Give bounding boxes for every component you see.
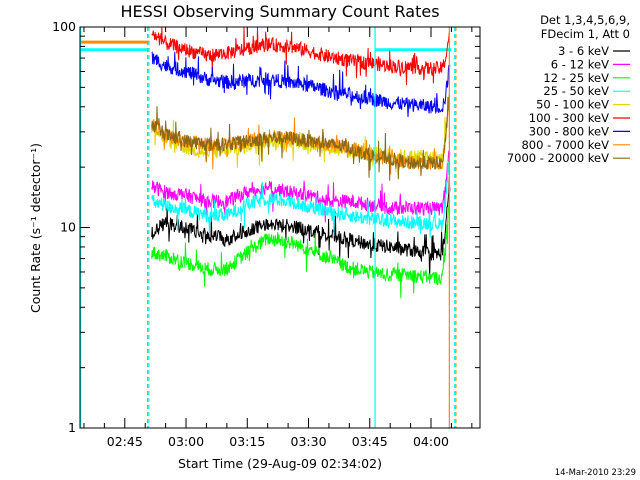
legend-label-800-7000-kev: 800 - 7000 keV <box>521 138 609 152</box>
legend-label-7000-20000-kev: 7000 - 20000 keV <box>507 151 609 165</box>
x-tick-label: 04:00 <box>413 434 449 449</box>
series-line-300-800-kev <box>151 51 451 118</box>
x-axis-label: Start Time (29-Aug-09 02:34:02) <box>178 456 382 471</box>
legend-label-300-800-kev: 300 - 800 keV <box>529 124 609 138</box>
y-axis-label: Count Rate (s⁻¹ detector⁻¹) <box>28 143 43 313</box>
x-tick-label: 03:45 <box>352 434 388 449</box>
series-line-3-6-kev <box>151 176 451 280</box>
y-tick-label: 10 <box>60 220 76 235</box>
series-line-25-50-kev <box>151 152 451 238</box>
footer-date: 14-Mar-2010 23:29 <box>555 468 636 478</box>
x-tick-label: 03:15 <box>229 434 265 449</box>
series-line-6-12-kev <box>151 150 451 223</box>
legend-label-50-100-kev: 50 - 100 keV <box>536 98 609 112</box>
series-line-7000-20000-kev <box>151 93 451 181</box>
legend-header-line-2: FDecim 1, Att 0 <box>541 27 630 41</box>
data-layer <box>80 26 452 299</box>
y-tick-label: 100 <box>52 19 76 34</box>
legend-label-25-50-kev: 25 - 50 keV <box>543 84 609 98</box>
x-tick-label: 03:00 <box>168 434 204 449</box>
y-tick-label: 1 <box>68 420 76 435</box>
x-tick-label: 02:45 <box>107 434 143 449</box>
legend-label-3-6-kev: 3 - 6 keV <box>558 44 609 58</box>
legend-label-12-25-kev: 12 - 25 keV <box>543 71 609 85</box>
series-line-12-25-kev <box>151 200 451 299</box>
axis-layer: 02:45 03:00 03:15 03:30 03:45 04:00 1 10 100 <box>52 19 480 449</box>
series-line-100-300-kev <box>151 26 451 86</box>
legend-label-6-12-kev: 6 - 12 keV <box>551 57 609 71</box>
x-tick-label: 03:30 <box>291 434 327 449</box>
legend-header-line-1: Det 1,3,4,5,6,9, <box>540 13 630 27</box>
chart-title: HESSI Observing Summary Count Rates <box>120 2 439 21</box>
legend: Det 1,3,4,5,6,9, FDecim 1, Att 0 3 - 6 k… <box>507 13 630 165</box>
legend-label-100-300-kev: 100 - 300 keV <box>529 111 609 125</box>
